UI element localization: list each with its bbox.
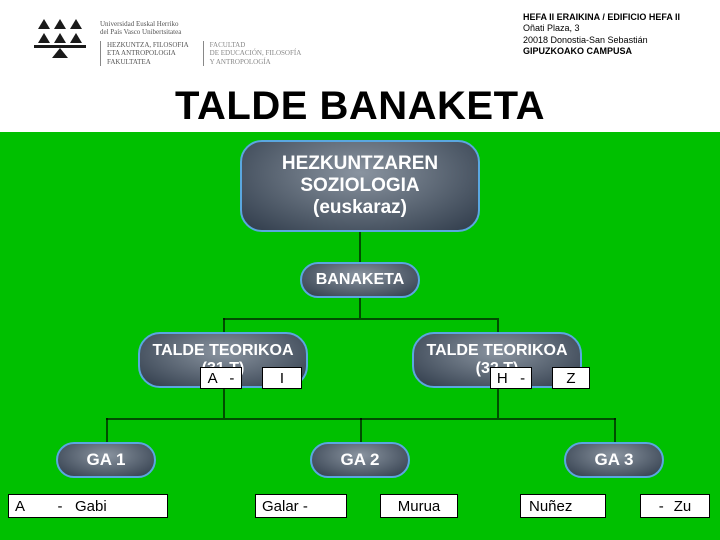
connector: [223, 388, 225, 418]
overlay-tt32-left-text: H -: [497, 370, 525, 387]
faculty-eu-l1: HEZKUNTZA, FILOSOFIA: [107, 41, 189, 49]
overlay-ga3-right: - Zu: [640, 494, 710, 518]
connector: [359, 232, 361, 262]
diagram-area: HEZKUNTZAREN SOZIOLOGIA (euskaraz) BANAK…: [0, 132, 720, 540]
faculty-eu-l2: ETA ANTROPOLOGIA: [107, 49, 189, 57]
overlay-ga1: A - Gabi: [8, 494, 168, 518]
overlay-ga3-dash: -: [659, 498, 664, 515]
node-ga1: GA 1: [56, 442, 156, 478]
connector: [359, 298, 361, 318]
header-institution-text: Universidad Euskal Herriko del País Vasc…: [100, 20, 301, 66]
overlay-ga2-left-text: Galar -: [262, 498, 308, 515]
header: Universidad Euskal Herriko del País Vasc…: [0, 0, 720, 78]
slide: { "header": { "building_line": "HEFA II …: [0, 0, 720, 540]
connector: [497, 318, 499, 332]
addr-campus: GIPUZKOAKO CAMPUSA: [523, 46, 680, 57]
overlay-tt31-right: I: [262, 367, 302, 389]
addr-street: Oñati Plaza, 3: [523, 23, 680, 34]
page-title: TALDE BANAKETA: [0, 84, 720, 129]
node-tt32-l1: TALDE TEORIKOA: [426, 342, 567, 360]
connector: [106, 418, 108, 442]
overlay-tt32-right: Z: [552, 367, 590, 389]
faculty-es-l3: Y ANTROPOLOGÍA: [210, 58, 302, 66]
connector: [360, 418, 362, 442]
addr-building: HEFA II ERAIKINA / EDIFICIO HEFA II: [523, 12, 680, 23]
addr-city: 20018 Donostia-San Sebastián: [523, 35, 680, 46]
overlay-tt31-left-text: A -: [208, 370, 235, 387]
overlay-tt32-right-text: Z: [566, 370, 575, 387]
university-logo: [30, 15, 90, 60]
node-ga1-label: GA 1: [78, 446, 133, 474]
overlay-tt31-right-text: I: [280, 370, 284, 387]
node-ga2-label: GA 2: [332, 446, 387, 474]
connector: [106, 418, 362, 420]
node-banaketa-label: BANAKETA: [308, 267, 413, 293]
overlay-tt31-left: A -: [200, 367, 242, 389]
node-top-l1: HEZKUNTZAREN: [282, 153, 438, 175]
overlay-ga1-text: A - Gabi: [15, 498, 107, 515]
overlay-ga3-left: Nuñez: [520, 494, 606, 518]
connector: [614, 418, 616, 442]
uni-name-es: Universidad Euskal Herriko: [100, 20, 179, 28]
node-banaketa: BANAKETA: [300, 262, 420, 298]
header-address: HEFA II ERAIKINA / EDIFICIO HEFA II Oñat…: [523, 12, 680, 57]
node-ga2: GA 2: [310, 442, 410, 478]
overlay-ga2-right: Murua: [380, 494, 458, 518]
node-top: HEZKUNTZAREN SOZIOLOGIA (euskaraz): [240, 140, 480, 232]
node-tt31-l1: TALDE TEORIKOA: [152, 342, 293, 360]
overlay-tt32-left: H -: [490, 367, 532, 389]
overlay-ga2-right-text: Murua: [398, 498, 441, 515]
node-top-l2: SOZIOLOGIA: [282, 175, 438, 197]
faculty-es-l1: FACULTAD: [210, 41, 302, 49]
connector: [223, 318, 225, 332]
overlay-ga2-left: Galar -: [255, 494, 347, 518]
connector: [223, 318, 497, 320]
connector: [497, 388, 499, 418]
node-ga3-label: GA 3: [586, 446, 641, 474]
overlay-ga3-left-text: Nuñez: [529, 498, 572, 515]
overlay-ga3-right-text: Zu: [674, 498, 692, 515]
faculty-es-l2: DE EDUCACIÓN, FILOSOFÍA: [210, 49, 302, 57]
uni-name-eu: del País Vasco Unibertsitatea: [100, 28, 181, 36]
faculty-eu-l3: FAKULTATEA: [107, 58, 189, 66]
node-ga3: GA 3: [564, 442, 664, 478]
connector: [360, 418, 616, 420]
node-top-l3: (euskaraz): [282, 197, 438, 219]
